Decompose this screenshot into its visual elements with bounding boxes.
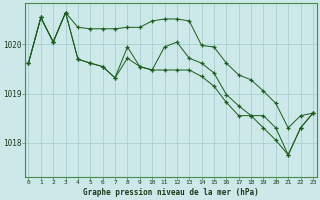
X-axis label: Graphe pression niveau de la mer (hPa): Graphe pression niveau de la mer (hPa) <box>83 188 259 197</box>
